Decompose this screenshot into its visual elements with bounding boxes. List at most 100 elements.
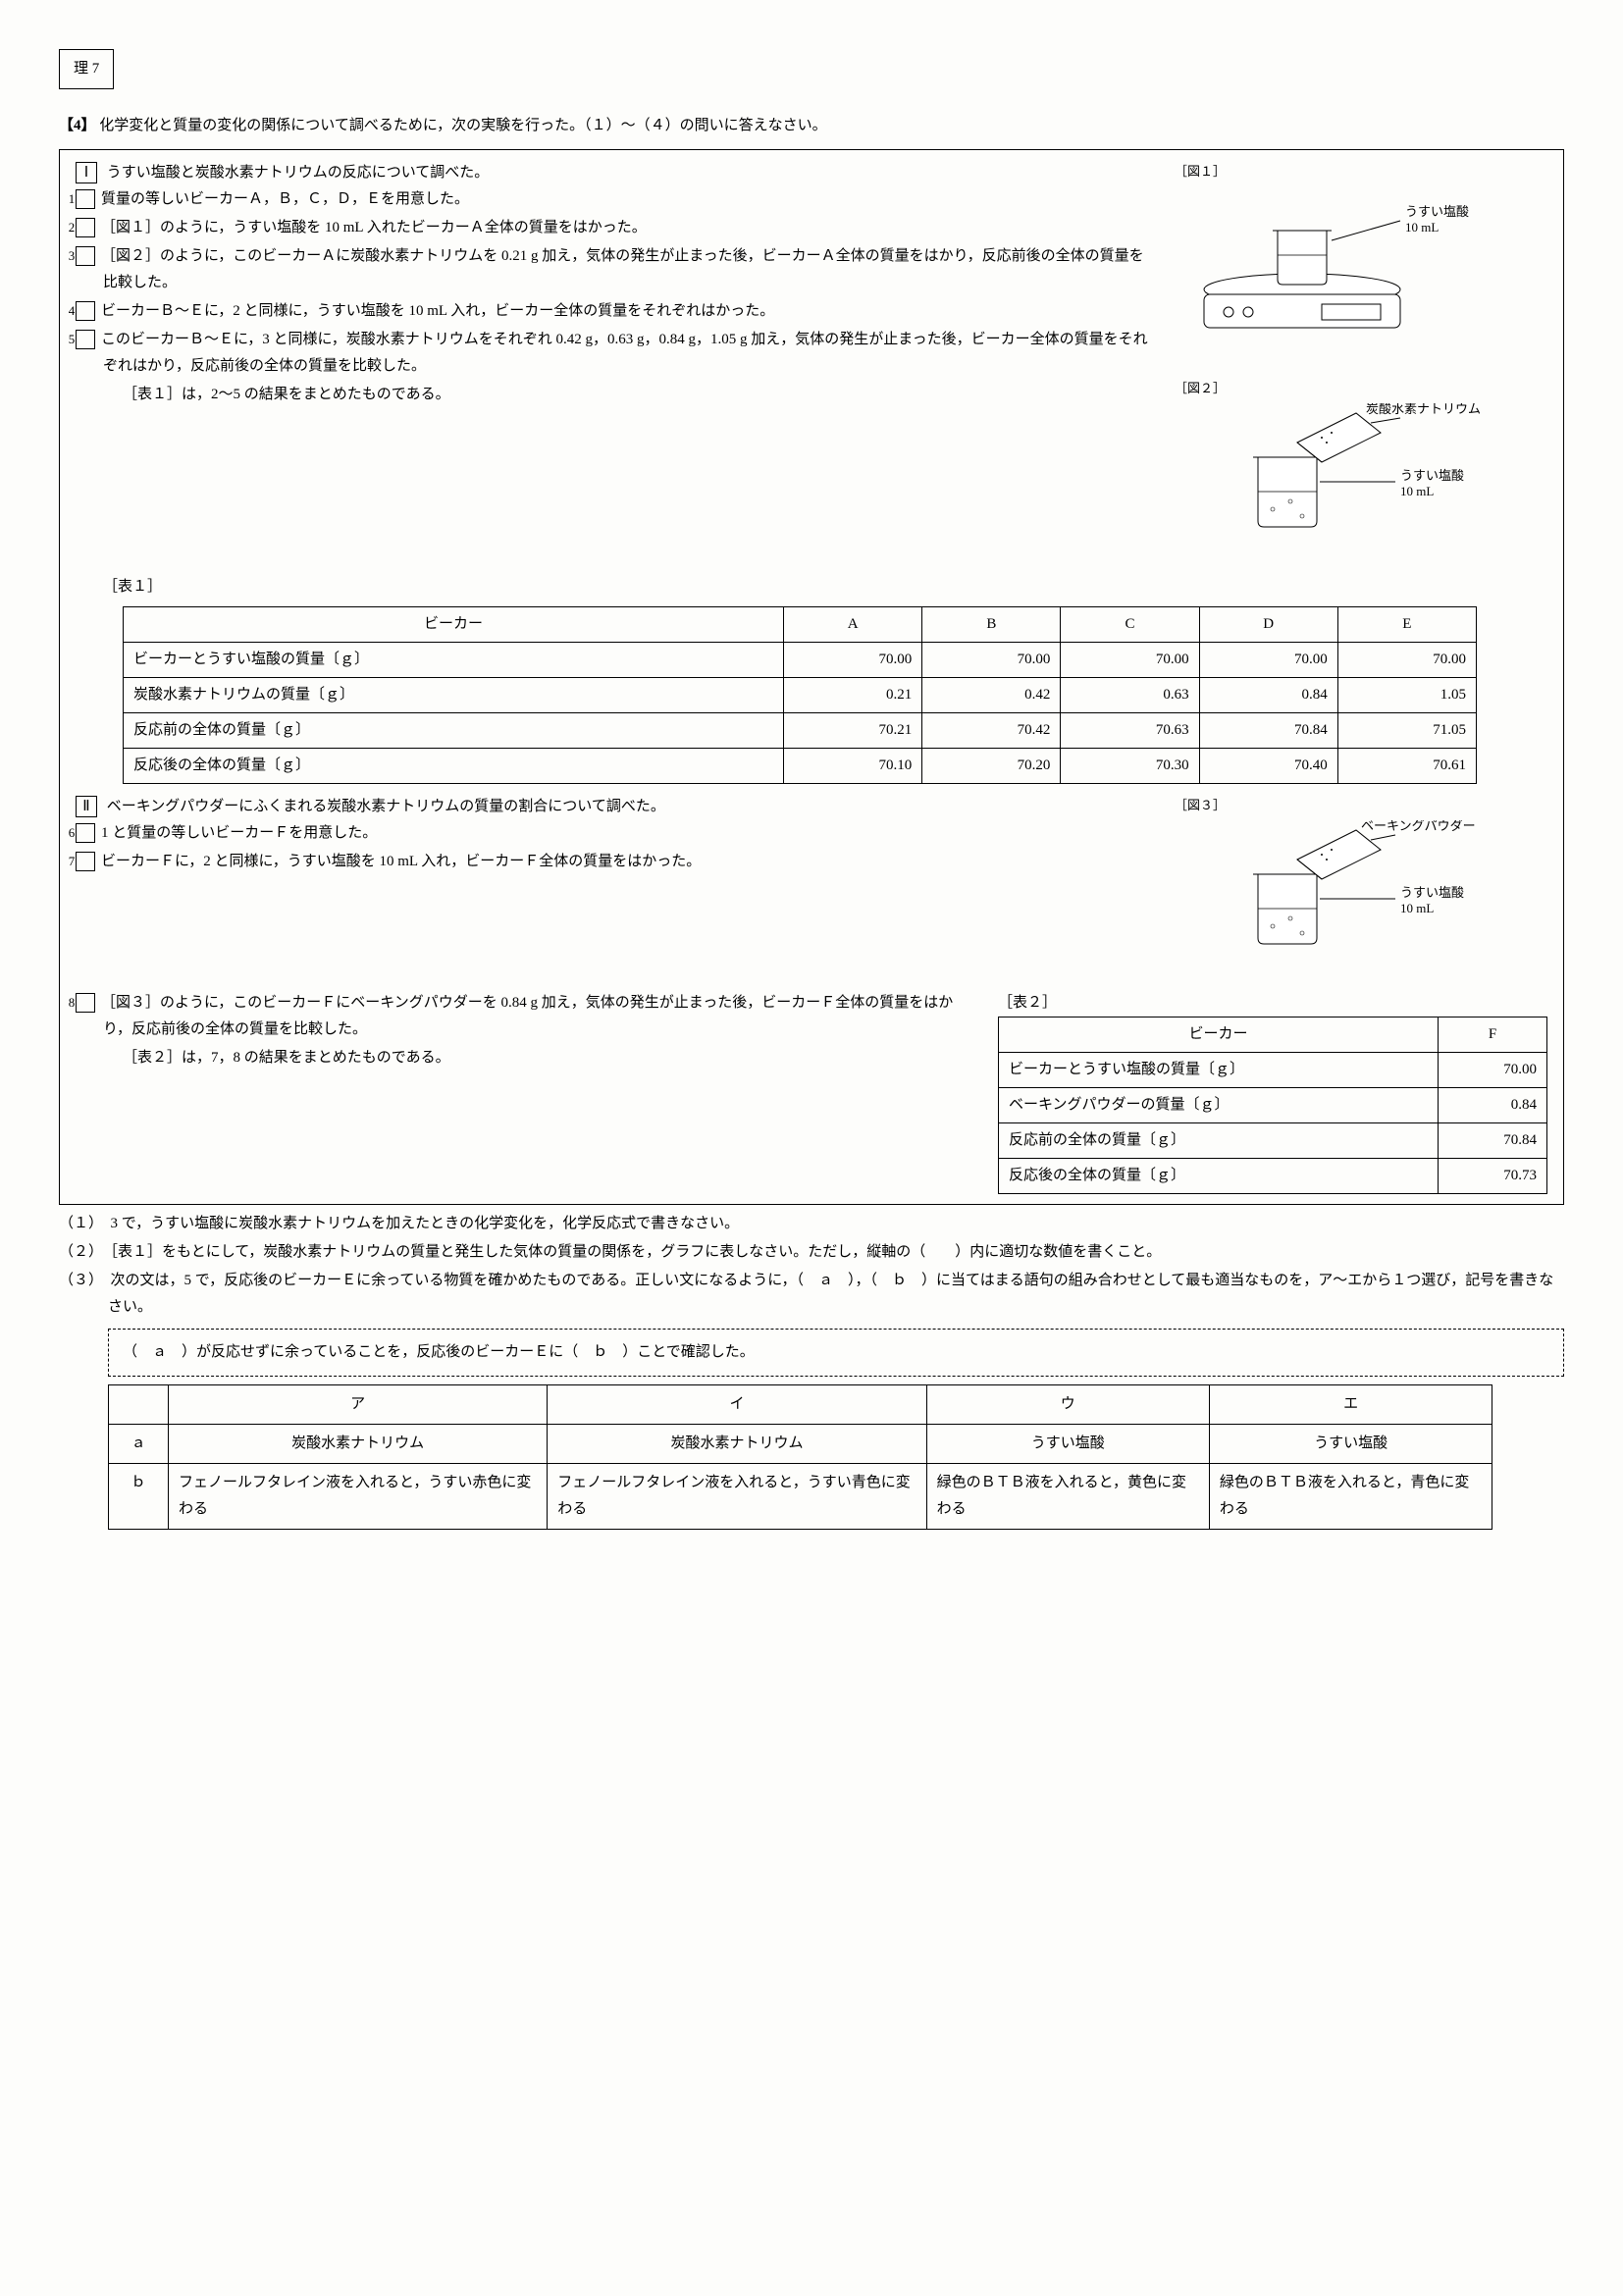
t1-r3c3: 70.30 xyxy=(1061,748,1199,783)
t1-h4: D xyxy=(1199,606,1337,642)
t1-r1c1: 0.21 xyxy=(784,677,922,712)
t2-r0c0: ビーカーとうすい塩酸の質量〔ｇ〕 xyxy=(999,1053,1439,1088)
fig3-svg: ベーキングパウダー うすい塩酸 10 mL xyxy=(1175,820,1508,967)
t1-r3c2: 70.20 xyxy=(922,748,1061,783)
figure-3: ［図３］ ベーキングパウダー うすい塩酸 xyxy=(1175,794,1547,975)
fig1-label: ［図１］ xyxy=(1175,160,1547,183)
svg-text:炭酸水素ナトリウム: 炭酸水素ナトリウム xyxy=(1366,403,1481,416)
step-8: 8 ［図３］のように，このビーカーＦにベーキングパウダーを 0.84 g 加え，気… xyxy=(76,990,978,1043)
t2-r0c1: 70.00 xyxy=(1439,1053,1547,1088)
t2-r2c0: 反応前の全体の質量〔ｇ〕 xyxy=(999,1123,1439,1159)
t1-r2c5: 71.05 xyxy=(1337,712,1476,748)
svg-text:10 mL: 10 mL xyxy=(1405,220,1439,235)
section1-lead: Ⅰ うすい塩酸と炭酸水素ナトリウムの反応について調べた。 xyxy=(76,160,1155,186)
section2-lead: Ⅱ ベーキングパウダーにふくまれる炭酸水素ナトリウムの質量の割合について調べた。 xyxy=(76,794,1155,820)
t1-r2c1: 70.21 xyxy=(784,712,922,748)
t1-r0c0: ビーカーとうすい塩酸の質量〔ｇ〕 xyxy=(124,642,784,677)
figure-2: ［図２］ 炭酸水素ナトリウム xyxy=(1175,377,1547,558)
t1-h0: ビーカー xyxy=(124,606,784,642)
t3-r0c4: うすい塩酸 xyxy=(1209,1425,1492,1464)
step-2-text: ［図１］のように，うすい塩酸を 10 mL 入れたビーカーＡ全体の質量をはかった… xyxy=(101,220,647,235)
t3-r1c0: ｂ xyxy=(109,1464,169,1530)
t1-r2c2: 70.42 xyxy=(922,712,1061,748)
section1-note: ［表１］は，2～5 の結果をまとめたものである。 xyxy=(76,382,1155,408)
fig2-label: ［図２］ xyxy=(1175,377,1547,399)
fig2-svg: 炭酸水素ナトリウム うすい塩酸 10 mL xyxy=(1175,403,1508,550)
t3-h4: エ xyxy=(1209,1385,1492,1425)
t1-r3c1: 70.10 xyxy=(784,748,922,783)
step-num-7: 7 xyxy=(76,852,95,871)
table-3: ア イ ウ エ ａ 炭酸水素ナトリウム 炭酸水素ナトリウム うすい塩酸 うすい塩… xyxy=(108,1384,1492,1530)
q-number: 【4】 xyxy=(59,118,96,133)
figure-1: ［図１］ うすい塩酸 10 mL xyxy=(1175,160,1547,361)
step-num-1: 1 xyxy=(76,189,95,209)
table-1: ビーカー A B C D E ビーカーとうすい塩酸の質量〔ｇ〕 70.00 70… xyxy=(123,606,1477,784)
t1-r1c3: 0.63 xyxy=(1061,677,1199,712)
section2-note: ［表２］は，7，8 の結果をまとめたものである。 xyxy=(76,1045,978,1071)
step-num-5: 5 xyxy=(76,330,95,349)
q-intro: 化学変化と質量の変化の関係について調べるために，次の実験を行った。（１）～（４）… xyxy=(99,118,826,133)
step-2: 2［図１］のように，うすい塩酸を 10 mL 入れたビーカーＡ全体の質量をはかっ… xyxy=(76,215,1155,241)
t1-r3c4: 70.40 xyxy=(1199,748,1337,783)
step-7: 7 ビーカーＦに，2 と同様に，うすい塩酸を 10 mL 入れ，ビーカーＦ全体の質… xyxy=(76,849,1155,875)
t3-r0c0: ａ xyxy=(109,1425,169,1464)
t2-r3c1: 70.73 xyxy=(1439,1159,1547,1194)
t1-r0c4: 70.00 xyxy=(1199,642,1337,677)
fig1-svg: うすい塩酸 10 mL xyxy=(1175,186,1508,353)
t1-r3c5: 70.61 xyxy=(1337,748,1476,783)
t3-h1: ア xyxy=(169,1385,548,1425)
step-8-text: ［図３］のように，このビーカーＦにベーキングパウダーを 0.84 g 加え，気体… xyxy=(101,995,953,1037)
table2-label: ［表２］ xyxy=(998,990,1547,1017)
t1-r0c3: 70.00 xyxy=(1061,642,1199,677)
step-1-text: 質量の等しいビーカーＡ，Ｂ，Ｃ，Ｄ，Ｅを用意した。 xyxy=(101,191,469,207)
step-6: 61 と質量の等しいビーカーＦを用意した。 xyxy=(76,820,1155,847)
t1-h3: C xyxy=(1061,606,1199,642)
q3-statement-box: （ ａ ）が反応せずに余っていることを，反応後のビーカーＥに（ ｂ ）ことで確認… xyxy=(108,1329,1564,1377)
t3-r0c2: 炭酸水素ナトリウム xyxy=(548,1425,926,1464)
step-5: 5 このビーカーＢ～Ｅに，3 と同様に，炭酸水素ナトリウムをそれぞれ 0.42 g… xyxy=(76,327,1155,380)
roman-2: Ⅱ xyxy=(76,796,97,817)
t1-r1c5: 1.05 xyxy=(1337,677,1476,712)
step-7-text: ビーカーＦに，2 と同様に，うすい塩酸を 10 mL 入れ，ビーカーＦ全体の質量… xyxy=(101,854,701,869)
t1-r1c4: 0.84 xyxy=(1199,677,1337,712)
step-4: 4 ビーカーＢ～Ｅに，2 と同様に，うすい塩酸を 10 mL 入れ，ビーカー全体の… xyxy=(76,298,1155,325)
step-6-text: 1 と質量の等しいビーカーＦを用意した。 xyxy=(101,825,377,841)
t1-r0c2: 70.00 xyxy=(922,642,1061,677)
step-4-text: ビーカーＢ～Ｅに，2 と同様に，うすい塩酸を 10 mL 入れ，ビーカー全体の質… xyxy=(101,303,774,319)
svg-text:10 mL: 10 mL xyxy=(1400,901,1434,915)
question-header: 【4】 化学変化と質量の変化の関係について調べるために，次の実験を行った。（１）… xyxy=(59,113,1564,139)
step-num-8: 8 xyxy=(76,993,95,1013)
section1-lead-text: うすい塩酸と炭酸水素ナトリウムの反応について調べた。 xyxy=(107,165,490,181)
t3-h2: イ xyxy=(548,1385,926,1425)
t1-h1: A xyxy=(784,606,922,642)
t1-r3c0: 反応後の全体の質量〔ｇ〕 xyxy=(124,748,784,783)
t1-h2: B xyxy=(922,606,1061,642)
t1-r1c2: 0.42 xyxy=(922,677,1061,712)
t1-r2c4: 70.84 xyxy=(1199,712,1337,748)
experiment-box: Ⅰ うすい塩酸と炭酸水素ナトリウムの反応について調べた。 1 質量の等しいビーカー… xyxy=(59,149,1564,1205)
t2-r1c0: ベーキングパウダーの質量〔ｇ〕 xyxy=(999,1088,1439,1123)
t3-r1c3: 緑色のＢＴＢ液を入れると，黄色に変わる xyxy=(926,1464,1209,1530)
step-3: 3［図２］のように，このビーカーＡに炭酸水素ナトリウムを 0.21 g 加え，気… xyxy=(76,243,1155,296)
t1-r0c1: 70.00 xyxy=(784,642,922,677)
step-num-4: 4 xyxy=(76,301,95,321)
t1-r0c5: 70.00 xyxy=(1337,642,1476,677)
fig3-label: ［図３］ xyxy=(1175,794,1547,816)
question-2: （２） ［表１］をもとにして，炭酸水素ナトリウムの質量と発生した気体の質量の関係… xyxy=(59,1239,1564,1266)
t3-h3: ウ xyxy=(926,1385,1209,1425)
table1-label: ［表１］ xyxy=(76,574,1547,600)
page-label: 理 7 xyxy=(59,49,114,89)
table-2: ビーカー F ビーカーとうすい塩酸の質量〔ｇ〕70.00 ベーキングパウダーの質… xyxy=(998,1017,1547,1194)
svg-text:うすい塩酸: うすい塩酸 xyxy=(1400,468,1464,483)
question-3: （３） 次の文は，5 で，反応後のビーカーＥに余っている物質を確かめたものである… xyxy=(59,1268,1564,1321)
svg-text:10 mL: 10 mL xyxy=(1400,484,1434,498)
t1-r2c0: 反応前の全体の質量〔ｇ〕 xyxy=(124,712,784,748)
roman-1: Ⅰ xyxy=(76,162,97,183)
t1-r2c3: 70.63 xyxy=(1061,712,1199,748)
section2-lead-text: ベーキングパウダーにふくまれる炭酸水素ナトリウムの質量の割合について調べた。 xyxy=(107,799,665,814)
question-1: （１） 3 で，うすい塩酸に炭酸水素ナトリウムを加えたときの化学変化を，化学反応… xyxy=(59,1211,1564,1237)
step-5-text: このビーカーＢ～Ｅに，3 と同様に，炭酸水素ナトリウムをそれぞれ 0.42 g，… xyxy=(101,332,1148,374)
svg-text:うすい塩酸: うすい塩酸 xyxy=(1400,885,1464,900)
t2-r1c1: 0.84 xyxy=(1439,1088,1547,1123)
svg-text:うすい塩酸: うすい塩酸 xyxy=(1405,204,1469,219)
